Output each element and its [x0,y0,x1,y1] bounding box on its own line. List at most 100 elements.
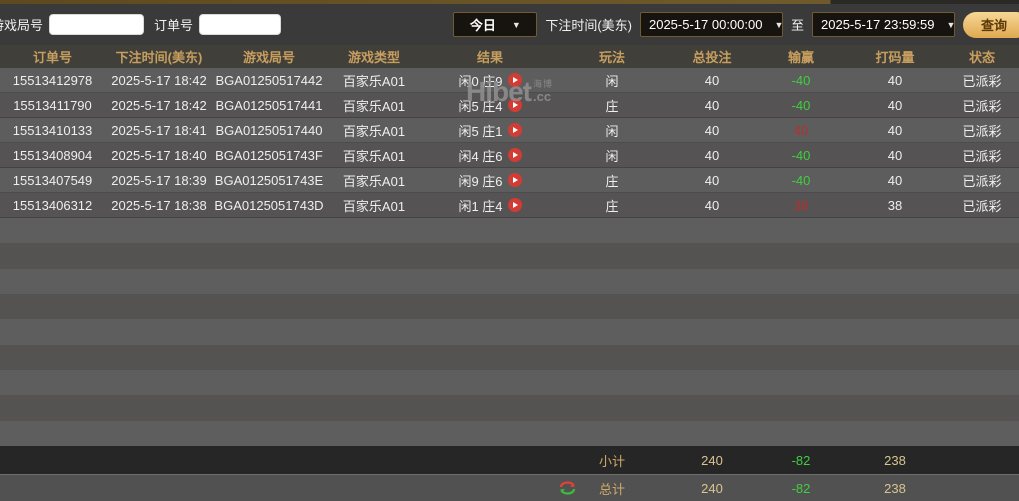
empty-row-stripe [0,218,1019,244]
end-time-value: 2025-5-17 23:59:59 [821,17,935,32]
empty-rows-area [0,218,1019,446]
cell-rolling: 40 [887,72,903,88]
date-filter-group: 今日 ▼ 下注时间(美东) 2025-5-17 00:00:00 ▼ 至 202… [453,11,1019,38]
cell-round: BGA0125051743D [214,197,324,213]
cell-result: 闲1 庄4 [423,193,557,217]
header-round: 游戏局号 [242,50,295,65]
play-video-icon[interactable] [507,148,522,162]
cell-round: BGA01250517440 [215,122,323,138]
cell-bet-time: 2025-5-17 18:38 [111,197,207,213]
play-video-icon[interactable] [507,73,522,87]
search-button[interactable]: 查询 [963,11,1019,38]
cell-round: BGA0125051743F [215,147,323,163]
cell-win-loss: -40 [791,72,811,88]
cell-play: 庄 [605,198,619,214]
cell-status: 已派彩 [962,123,1002,139]
cell-rolling: 38 [887,197,903,213]
header-play: 玩法 [598,50,625,65]
cell-total-bet: 40 [704,147,720,163]
chevron-down-icon: ▼ [511,19,521,30]
order-no-label: 订单号 [154,18,194,33]
bet-time-label: 下注时间(美东) [545,18,632,33]
cell-play: 庄 [605,173,619,189]
cell-result: 闲9 庄6 [423,168,557,192]
empty-row-stripe [0,319,1019,345]
order-no-field: 订单号 [154,14,282,35]
empty-row-stripe [0,268,1019,294]
date-preset-select[interactable]: 今日 ▼ [453,12,538,37]
subtotal-rolling: 238 [884,452,906,468]
subtotal-win-loss: -82 [791,452,811,468]
empty-row-stripe [0,243,1019,269]
end-time-select[interactable]: 2025-5-17 23:59:59 ▼ [812,12,955,37]
cell-round: BGA01250517442 [215,72,323,88]
chevron-down-icon: ▼ [774,19,784,30]
empty-row-stripe [0,395,1019,421]
cell-bet-time: 2025-5-17 18:42 [111,97,207,113]
table-row: 15513408904 2025-5-17 18:40 BGA0125051743F… [0,143,1019,168]
cell-status: 已派彩 [962,173,1002,189]
cell-result: 闲5 庄4 [423,93,557,117]
cell-round: BGA01250517441 [215,97,323,113]
subtotal-row: 小计 240 -82 238 [0,446,1019,474]
cell-game-type: 百家乐A01 [342,98,406,114]
cell-bet-time: 2025-5-17 18:41 [111,122,207,138]
game-round-field: 游戏局号 [0,14,148,35]
result-text: 闲1 庄4 [458,198,503,214]
cell-order-no: 15513412978 [12,72,93,88]
cell-bet-time: 2025-5-17 18:42 [111,72,207,88]
play-video-icon[interactable] [507,173,522,187]
cell-bet-time: 2025-5-17 18:39 [111,172,207,188]
cell-win-loss: 40 [793,122,809,138]
cell-order-no: 15513410133 [12,122,93,138]
cell-play: 闲 [605,123,619,139]
play-video-icon[interactable] [507,98,522,112]
result-text: 闲5 庄4 [458,98,503,114]
game-round-input[interactable] [49,14,145,35]
table-body: 15513412978 2025-5-17 18:42 BGA01250517442… [0,68,1019,446]
empty-row-stripe [0,369,1019,396]
cell-round: BGA0125051743E [214,172,324,188]
cell-rolling: 40 [887,97,903,113]
cell-total-bet: 40 [704,72,720,88]
cell-game-type: 百家乐A01 [342,148,406,164]
top-accent-strip [0,0,1019,4]
cell-result: 闲5 庄1 [423,118,557,142]
header-win-loss: 输赢 [787,50,814,65]
cell-game-type: 百家乐A01 [342,123,406,139]
table-rows: 15513412978 2025-5-17 18:42 BGA01250517442… [0,68,1019,218]
subtotal-total-bet: 240 [701,452,723,468]
table-header: 订单号 下注时间(美东) 游戏局号 游戏类型 结果 玩法 总投注 输赢 打码量 … [0,45,1019,68]
cell-status: 已派彩 [962,198,1002,214]
header-order-no: 订单号 [32,50,72,65]
cell-order-no: 15513408904 [12,147,93,163]
cell-total-bet: 40 [704,97,720,113]
refresh-icon[interactable] [559,481,576,495]
result-text: 闲0 庄9 [458,73,503,89]
cell-play: 闲 [605,73,619,89]
header-total-bet: 总投注 [692,50,732,65]
chevron-down-icon: ▼ [946,19,956,30]
cell-bet-time: 2025-5-17 18:40 [111,147,207,163]
table-row: 15513406312 2025-5-17 18:38 BGA0125051743D… [0,193,1019,218]
cell-status: 已派彩 [962,148,1002,164]
cell-result: 闲4 庄6 [423,143,557,167]
cell-play: 闲 [605,148,619,164]
order-no-input[interactable] [199,14,282,35]
play-video-icon[interactable] [507,123,522,137]
cell-game-type: 百家乐A01 [342,73,406,89]
header-status: 状态 [968,50,995,65]
table-row: 15513412978 2025-5-17 18:42 BGA01250517442… [0,68,1019,93]
cell-game-type: 百家乐A01 [342,198,406,214]
table-row: 15513411790 2025-5-17 18:42 BGA01250517441… [0,93,1019,118]
play-video-icon[interactable] [507,198,522,212]
cell-win-loss: -40 [791,147,811,163]
empty-row-stripe [0,293,1019,320]
cell-result: 闲0 庄9 [423,68,557,92]
cell-rolling: 40 [887,147,903,163]
cell-rolling: 40 [887,172,903,188]
cell-play: 庄 [605,98,619,114]
result-text: 闲4 庄6 [458,148,503,164]
start-time-select[interactable]: 2025-5-17 00:00:00 ▼ [639,12,784,37]
